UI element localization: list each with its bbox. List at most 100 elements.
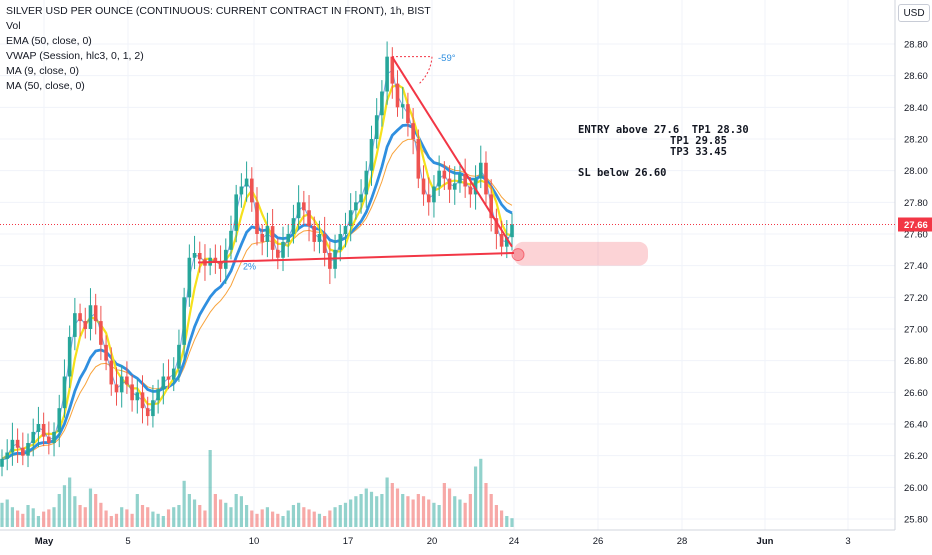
y-tick-label: 27.20	[904, 293, 928, 304]
volume-bar	[411, 499, 415, 527]
currency-badge[interactable]: USD	[898, 4, 930, 22]
candle-body	[213, 257, 218, 263]
volume-bar	[458, 499, 462, 527]
candle-body	[166, 376, 171, 380]
volume-bar	[250, 510, 254, 527]
candle-body	[244, 178, 249, 187]
candle-body	[317, 234, 322, 242]
volume-bar	[120, 507, 124, 527]
y-tick-label: 28.80	[904, 40, 928, 51]
y-tick-label: 27.60	[904, 230, 928, 241]
volume-bar	[0, 502, 4, 527]
volume-bar	[109, 516, 113, 527]
annotation-entry: ENTRY above 27.6 TP1 28.30	[578, 124, 749, 136]
candle-body	[504, 237, 509, 247]
volume-bar	[182, 480, 186, 527]
volume-bar	[192, 499, 197, 527]
volume-bar	[130, 513, 134, 527]
candle-body	[265, 226, 270, 242]
candle-body	[510, 224, 514, 238]
ma9-line	[1, 83, 513, 460]
candle-body	[416, 139, 421, 179]
candle-body	[489, 194, 493, 219]
candle-body	[130, 384, 134, 401]
volume-bar	[229, 507, 233, 527]
candle-body	[125, 376, 129, 385]
volume-bar	[104, 510, 108, 527]
candle-body	[229, 230, 233, 250]
volume-bar	[328, 510, 332, 527]
candle-body	[83, 321, 88, 329]
legend-vwap[interactable]: VWAP (Session, hlc3, 0, 1, 2)	[6, 50, 144, 62]
volume-bar	[323, 516, 327, 527]
annotation-tp3: TP3 33.45	[670, 146, 727, 158]
y-tick-label: 27.80	[904, 198, 928, 209]
volume-bar	[364, 488, 368, 527]
x-tick-label: 28	[677, 536, 688, 547]
volume-bar	[213, 494, 217, 527]
candle-body	[281, 241, 285, 258]
volume-bar	[26, 505, 30, 527]
y-tick-label: 28.60	[904, 71, 928, 82]
y-tick-label: 26.40	[904, 420, 928, 431]
volume-bar	[499, 510, 504, 527]
candle-body	[442, 170, 447, 179]
volume-bar	[453, 496, 457, 527]
volume-bar	[406, 496, 410, 527]
volume-bar	[468, 494, 472, 527]
y-tick-label: 26.60	[904, 388, 928, 399]
y-tick-label: 27.40	[904, 261, 928, 272]
volume-bar	[57, 494, 61, 527]
candle-body	[473, 178, 478, 195]
candle-body	[67, 336, 72, 377]
candle-body	[406, 104, 410, 124]
volume-bar	[88, 488, 93, 527]
candle-body	[302, 202, 306, 211]
volume-bar	[354, 496, 358, 527]
candle-body	[348, 210, 353, 227]
volume-bar	[47, 509, 51, 527]
volume-bar	[510, 518, 514, 527]
volume-bar	[31, 508, 35, 527]
angle-label: -59°	[438, 53, 456, 64]
ema50-line	[1, 123, 513, 461]
volume-bar	[369, 491, 374, 527]
legend-ma9[interactable]: MA (9, close, 0)	[6, 65, 79, 77]
x-tick-label: May	[35, 536, 54, 547]
volume-bar	[473, 466, 478, 527]
candle-body	[484, 162, 488, 195]
volume-bar	[281, 516, 285, 527]
volume-bar	[271, 511, 275, 527]
volume-bar	[42, 511, 46, 527]
x-tick-label: 24	[509, 536, 520, 547]
candle-body	[380, 91, 384, 116]
legend-vol[interactable]: Vol	[6, 20, 21, 32]
candle-body	[395, 83, 400, 108]
candle-body	[151, 400, 155, 417]
volume-bar	[265, 507, 270, 527]
candle-body	[249, 178, 254, 203]
volume-bar	[375, 496, 379, 527]
volume-bar	[234, 494, 238, 527]
y-tick-label: 26.00	[904, 483, 928, 494]
volume-bar	[297, 502, 301, 527]
candle-body	[26, 443, 30, 456]
volume-bar	[317, 513, 322, 527]
volume-bar	[395, 488, 400, 527]
candle-body	[223, 249, 228, 269]
candle-body	[0, 458, 4, 467]
x-tick-label: 26	[593, 536, 604, 547]
volume-bar	[99, 502, 103, 527]
legend-ema[interactable]: EMA (50, close, 0)	[6, 35, 92, 47]
x-tick-label: 3	[845, 536, 850, 547]
volume-bar	[151, 511, 155, 527]
candle-body	[187, 257, 192, 298]
volume-bar	[349, 499, 353, 527]
x-tick-label: 5	[125, 536, 130, 547]
last-price-label: 27.66	[904, 220, 928, 231]
legend-ma50[interactable]: MA (50, close, 0)	[6, 80, 85, 92]
candle-body	[135, 392, 140, 401]
candle-body	[156, 389, 160, 401]
